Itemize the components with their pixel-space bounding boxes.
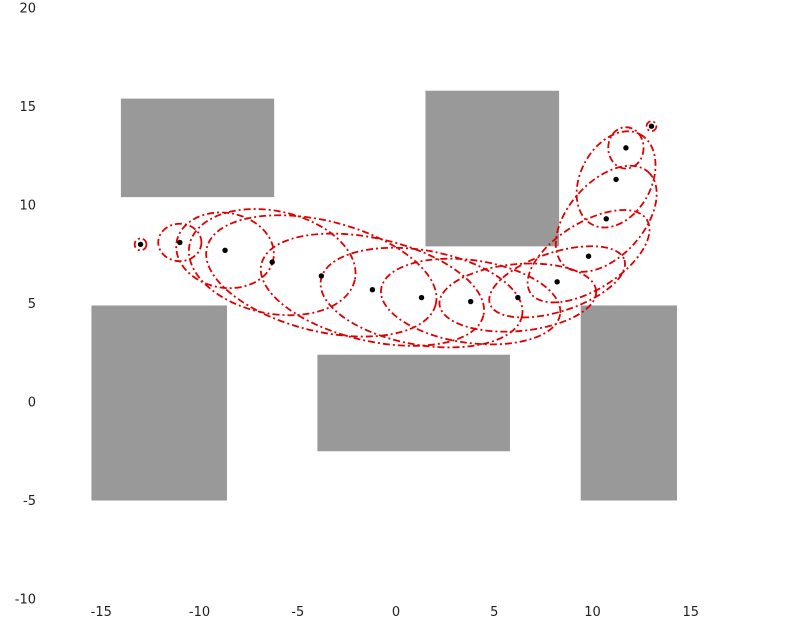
uncertainty-ellipses (133, 120, 658, 349)
trajectory-point-5 (318, 273, 325, 279)
y-tick-label: 10 (19, 199, 36, 214)
x-tick-label: 5 (490, 605, 498, 620)
obstacle-4 (317, 354, 510, 452)
trajectory-point-2 (177, 239, 183, 246)
trajectory-point-15 (648, 123, 655, 129)
y-tick-label: -10 (15, 593, 36, 608)
x-tick-label: -10 (189, 605, 210, 620)
x-tick-label: -15 (91, 605, 112, 620)
y-tick-label: 5 (28, 297, 36, 312)
obstacle-5 (580, 305, 677, 501)
uncertainty-ellipse-12 (554, 164, 658, 273)
y-tick-label: 15 (19, 100, 36, 115)
trajectory-point-11 (585, 253, 592, 259)
trajectory-point-4 (269, 259, 275, 265)
trajectory-point-1 (137, 241, 144, 248)
trajectory-points (137, 123, 655, 305)
x-tick-labels: -15 -10 -5 0 5 10 15 (91, 605, 699, 620)
uncertainty-ellipse-1 (133, 237, 148, 252)
trajectory-point-7 (418, 294, 425, 301)
uncertainty-ellipse-5 (205, 214, 438, 338)
y-tick-label: -5 (23, 494, 36, 509)
x-tick-label: 15 (682, 605, 699, 620)
uncertainty-ellipse-8 (380, 257, 562, 346)
y-tick-label: 20 (19, 2, 36, 17)
uncertainty-ellipse-6 (259, 232, 485, 347)
trajectory-point-3 (222, 247, 228, 254)
uncertainty-ellipse-7 (319, 246, 524, 349)
trajectory-point-9 (515, 294, 521, 301)
trajectory-point-10 (554, 279, 560, 285)
uncertainty-ellipse-14 (607, 126, 645, 170)
obstacles (91, 90, 677, 501)
y-tick-labels: 20 15 10 5 0 -5 -10 (15, 2, 36, 608)
uncertainty-ellipse-15 (645, 120, 658, 133)
obstacle-2 (425, 90, 560, 247)
uncertainty-ellipse-11 (526, 209, 651, 304)
uncertainty-ellipse-10 (488, 245, 626, 319)
x-tick-label: 0 (392, 605, 400, 620)
uncertainty-ellipse-4 (187, 208, 357, 317)
trajectory-point-13 (613, 176, 619, 183)
trajectory-point-8 (467, 298, 474, 305)
trajectory-point-6 (369, 287, 376, 293)
uncertainty-ellipse-3 (175, 211, 275, 290)
y-tick-label: 0 (28, 396, 36, 411)
x-tick-label: -5 (291, 605, 304, 620)
trajectory-point-12 (603, 216, 609, 222)
x-tick-label: 10 (584, 605, 601, 620)
trajectory-point-14 (623, 145, 629, 151)
obstacle-3 (91, 305, 228, 501)
obstacle-1 (120, 98, 275, 198)
